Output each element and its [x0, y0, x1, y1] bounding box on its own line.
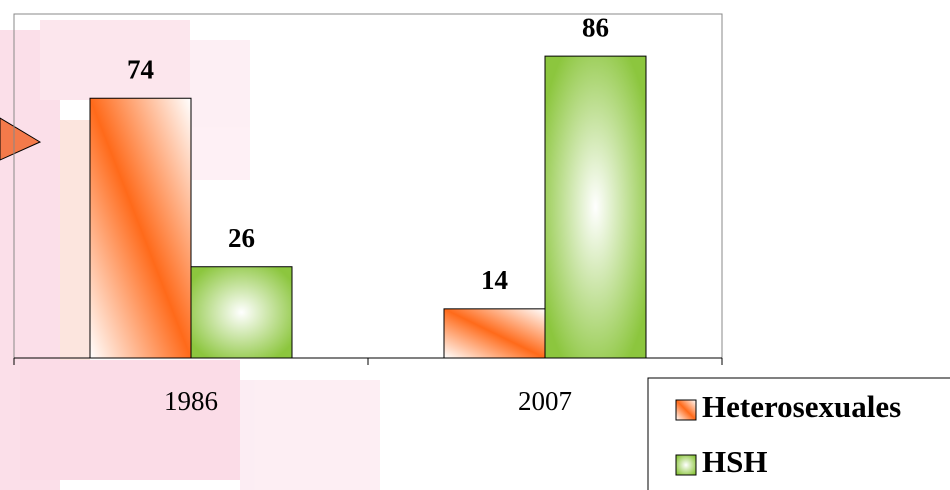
x-tick-label: 2007 [518, 386, 572, 416]
bar [89, 97, 192, 359]
value-label: 26 [228, 223, 255, 253]
arrow-decoration [0, 117, 42, 161]
bar [190, 266, 293, 359]
value-label: 86 [582, 12, 609, 42]
legend-label: HSH [702, 444, 767, 479]
background-mosaic [0, 20, 380, 490]
value-label: 74 [127, 54, 154, 84]
legend-box [647, 377, 950, 490]
plot-area: 1986 74 26 2007 14 86 [13, 12, 723, 416]
x-tick-label: 1986 [164, 386, 218, 416]
bar [544, 55, 647, 359]
legend-swatch [675, 399, 697, 421]
legend-label: Heterosexuales [702, 389, 901, 424]
legend-swatch [675, 454, 697, 476]
value-label: 14 [481, 265, 508, 295]
bar [443, 308, 546, 359]
